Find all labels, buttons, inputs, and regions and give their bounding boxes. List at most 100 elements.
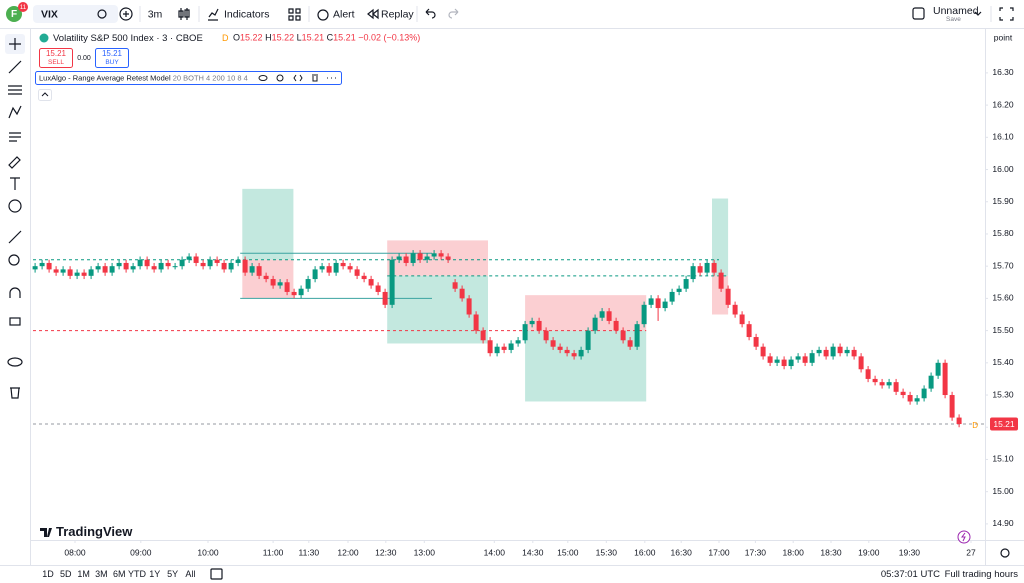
candle-body bbox=[529, 320, 535, 325]
candle-body bbox=[900, 391, 906, 396]
candle-body bbox=[88, 269, 94, 276]
ohlc-change: −0.02 (−0.13%) bbox=[358, 33, 420, 43]
candle-body bbox=[571, 353, 577, 357]
session-mode[interactable]: Full trading hours bbox=[945, 569, 1019, 580]
pattern-tool[interactable] bbox=[8, 105, 22, 119]
range-button[interactable]: 1M bbox=[77, 569, 90, 579]
buy-button[interactable] bbox=[95, 48, 129, 68]
templates-icon[interactable] bbox=[288, 8, 301, 21]
candle-body bbox=[368, 279, 374, 286]
candle-body bbox=[417, 253, 423, 260]
candle-body bbox=[508, 343, 514, 350]
symbol-search[interactable] bbox=[33, 5, 118, 23]
y-tick-label: 15.70 bbox=[992, 260, 1014, 270]
candle-body bbox=[445, 256, 451, 260]
icon-tool[interactable] bbox=[8, 199, 22, 213]
candle-body bbox=[333, 262, 339, 273]
avatar[interactable] bbox=[6, 6, 22, 22]
save-label[interactable]: Save bbox=[946, 16, 961, 23]
indicator-source[interactable] bbox=[293, 74, 303, 82]
compare-icon[interactable] bbox=[97, 9, 107, 19]
candle-body bbox=[60, 269, 66, 273]
sell-button[interactable] bbox=[39, 48, 73, 68]
x-tick-label: 16:00 bbox=[634, 547, 656, 557]
x-tick-label: 09:00 bbox=[130, 547, 152, 557]
candle-body bbox=[270, 279, 276, 286]
y-tick-label: 16.20 bbox=[992, 99, 1014, 109]
indicator-visibility[interactable] bbox=[258, 75, 268, 81]
candle-body bbox=[102, 266, 108, 273]
candle-body bbox=[242, 259, 248, 273]
range-button[interactable]: All bbox=[185, 569, 195, 579]
last-price-box bbox=[990, 417, 1018, 431]
candle-body bbox=[662, 301, 668, 309]
forecast-tool[interactable] bbox=[9, 132, 21, 142]
add-icon[interactable] bbox=[119, 7, 133, 21]
candle-body bbox=[676, 288, 682, 292]
interval[interactable]: 3m bbox=[148, 8, 163, 20]
collapse-legend[interactable] bbox=[38, 89, 52, 101]
range-button[interactable]: 6M bbox=[113, 569, 126, 579]
indicator-settings[interactable] bbox=[276, 74, 284, 82]
candle-body bbox=[277, 282, 283, 286]
hide-tool[interactable] bbox=[7, 357, 23, 367]
scale-label[interactable]: point bbox=[994, 32, 1013, 42]
y-tick-label: 15.80 bbox=[992, 228, 1014, 238]
candle-body bbox=[907, 395, 913, 402]
indicator-remove[interactable] bbox=[312, 74, 318, 82]
layout-menu[interactable] bbox=[974, 11, 982, 16]
candle-body bbox=[459, 288, 465, 299]
undo[interactable] bbox=[425, 8, 436, 19]
replay-icon[interactable] bbox=[367, 8, 379, 20]
axis-settings[interactable] bbox=[1000, 548, 1010, 558]
brush-tool[interactable] bbox=[8, 156, 21, 169]
range-button[interactable]: 5D bbox=[60, 569, 72, 579]
candle-body bbox=[830, 346, 836, 357]
candle-body bbox=[746, 324, 752, 338]
layout-name[interactable]: Unnamed bbox=[933, 5, 979, 17]
indicator-row[interactable] bbox=[35, 71, 342, 85]
goto-date[interactable] bbox=[210, 568, 223, 580]
layout-icon[interactable] bbox=[912, 7, 925, 20]
magnet-tool[interactable] bbox=[9, 287, 21, 298]
fullscreen[interactable] bbox=[999, 7, 1014, 21]
replay-button[interactable]: Replay bbox=[381, 8, 414, 20]
sell-price: 15.21 bbox=[46, 49, 67, 58]
redo[interactable] bbox=[448, 8, 459, 19]
range-button[interactable]: YTD bbox=[128, 569, 147, 579]
candle-body bbox=[655, 298, 661, 309]
fib-tool[interactable] bbox=[8, 85, 22, 95]
candle-body bbox=[67, 269, 73, 276]
candle-body bbox=[466, 298, 472, 315]
range-button[interactable]: 3M bbox=[95, 569, 108, 579]
text-tool[interactable] bbox=[10, 177, 20, 190]
candle-body bbox=[53, 269, 59, 273]
candle-body bbox=[228, 262, 234, 270]
range-button[interactable]: 1D bbox=[42, 569, 54, 579]
trendline-tool[interactable] bbox=[8, 60, 22, 74]
candle-body bbox=[753, 337, 759, 347]
lock-tool[interactable] bbox=[9, 317, 21, 326]
candle-body bbox=[361, 275, 367, 280]
indicators-icon[interactable] bbox=[208, 8, 219, 21]
zoom-tool[interactable] bbox=[8, 254, 20, 266]
candle-body bbox=[95, 266, 101, 270]
range-button[interactable]: 5Y bbox=[167, 569, 178, 579]
delete-tool[interactable] bbox=[10, 387, 20, 399]
alert-icon[interactable] bbox=[317, 9, 329, 21]
indicators-button[interactable]: Indicators bbox=[224, 8, 270, 20]
candle-body bbox=[312, 269, 318, 280]
alert-button[interactable]: Alert bbox=[333, 8, 355, 20]
crosshair-tool[interactable] bbox=[9, 38, 21, 50]
candle-body bbox=[81, 272, 87, 276]
chart-type-icon[interactable] bbox=[178, 8, 190, 20]
logo-mark bbox=[40, 528, 52, 537]
x-tick-label: 08:00 bbox=[64, 547, 86, 557]
candle-body bbox=[207, 259, 213, 267]
top-toolbar bbox=[0, 0, 1024, 28]
range-button[interactable]: 1Y bbox=[149, 569, 160, 579]
candle-body bbox=[641, 304, 647, 325]
x-tick-label: 18:30 bbox=[820, 547, 842, 557]
ruler-tool[interactable] bbox=[8, 230, 22, 244]
